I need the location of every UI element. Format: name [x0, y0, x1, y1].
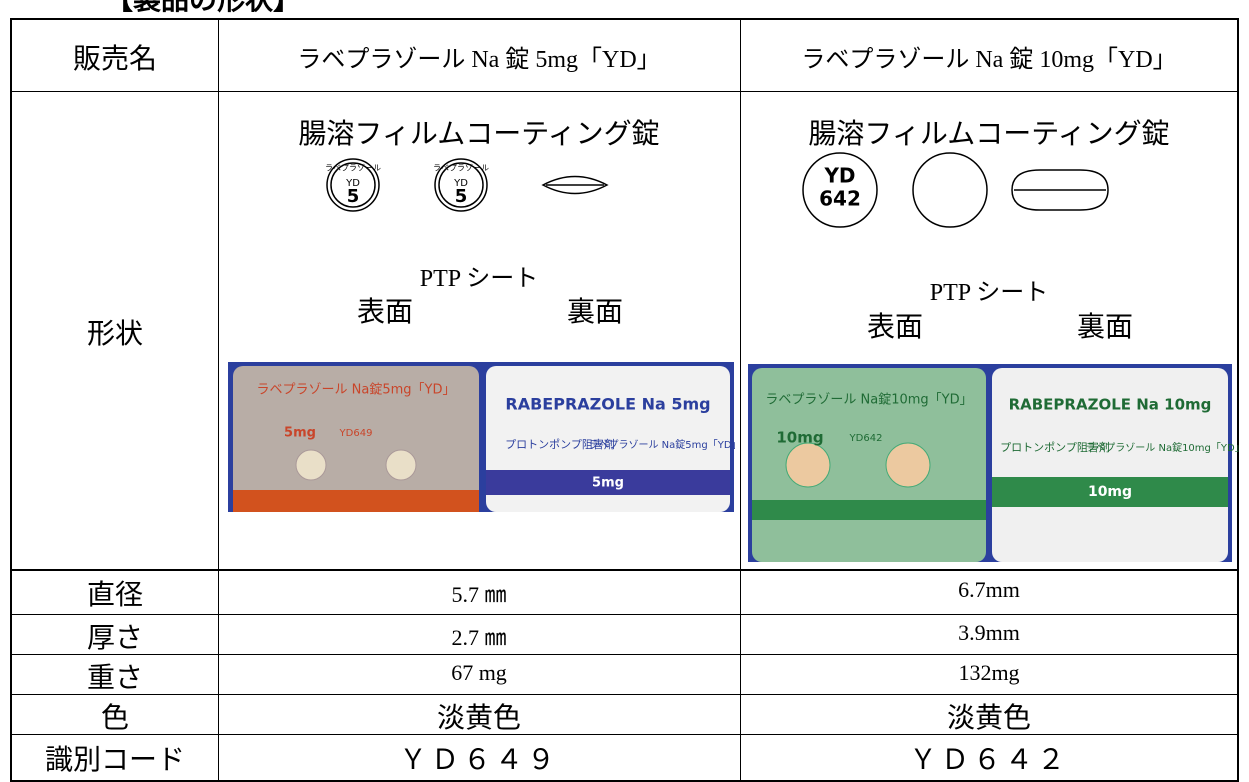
- ptp-pill: [295, 449, 327, 481]
- rule: [10, 91, 1239, 92]
- ptp-front: [233, 366, 479, 512]
- ptp-text: ラベプラゾール Na錠5mg「YD」: [588, 439, 741, 451]
- cell: 6.7mm: [958, 577, 1020, 602]
- ptp-text: プロトンポンプ阻害剤: [505, 438, 615, 451]
- rule: [10, 694, 1239, 695]
- ptp-title: PTP シート: [419, 266, 539, 292]
- coating: 腸溶フィルムコーティング錠: [808, 119, 1170, 150]
- ptp-text: YD649: [339, 428, 373, 439]
- ptp-text: 10mg: [1088, 484, 1132, 500]
- ptp-text: 5mg: [592, 476, 624, 491]
- ptp-text: YD642: [849, 433, 883, 444]
- imprint: ラベプラゾール: [325, 164, 381, 173]
- rule: [1237, 18, 1239, 782]
- front-label: 表面: [866, 312, 924, 343]
- ptp-band: [233, 490, 479, 512]
- rule: [10, 614, 1239, 615]
- row-label: 色: [100, 703, 130, 734]
- heading: 【製品の形状】: [105, 0, 302, 16]
- imprint: YD: [453, 178, 468, 189]
- rule: [740, 18, 741, 782]
- ptp-pill: [885, 442, 931, 488]
- imprint: 642: [819, 187, 861, 211]
- row-label: 重さ: [86, 663, 144, 694]
- cell: 67 mg: [451, 660, 507, 685]
- imprint: ラベプラゾール: [433, 164, 489, 173]
- cell: 淡黄色: [946, 703, 1032, 734]
- ptp-pill: [785, 442, 831, 488]
- row-label: 直径: [86, 580, 144, 611]
- imprint: 5: [347, 186, 360, 207]
- ptp-text: ラベプラゾール Na錠5mg「YD」: [257, 383, 456, 398]
- imprint: YD: [823, 164, 855, 188]
- row-label: 厚さ: [86, 623, 144, 654]
- back-label: 裏面: [1076, 312, 1134, 343]
- ptp-band: [752, 500, 986, 520]
- row-label: 形状: [86, 319, 144, 350]
- ptp-text: 10mg: [776, 429, 823, 447]
- rule: [10, 18, 12, 782]
- header-cell: ラベプラゾール Na 錠 5mg「YD」: [297, 47, 661, 73]
- cell: 132mg: [958, 660, 1020, 685]
- ptp-text: RABEPRAZOLE Na 5mg: [505, 395, 710, 414]
- header-cell: 販売名: [72, 44, 158, 75]
- ptp-back: [992, 368, 1228, 562]
- cell: 2.7 ㎜: [451, 625, 507, 650]
- front-label: 表面: [356, 297, 414, 328]
- ptp-title: PTP シート: [929, 280, 1049, 306]
- rule: [10, 780, 1239, 782]
- ptp-pill: [385, 449, 417, 481]
- rule: [10, 569, 1239, 571]
- ptp-text: RABEPRAZOLE Na 10mg: [1009, 396, 1212, 414]
- cell: ＹＤ６４２: [908, 745, 1070, 776]
- ptp-text: ラベプラゾール Na錠10mg「YD」: [765, 393, 972, 408]
- rule: [10, 654, 1239, 655]
- imprint: YD: [345, 178, 360, 189]
- cell: 5.7 ㎜: [451, 582, 507, 607]
- back-label: 裏面: [566, 297, 624, 328]
- row-label: 識別コード: [44, 745, 186, 776]
- ptp-band: [992, 477, 1228, 507]
- ptp-text: プロトンポンプ阻害剤: [1000, 441, 1110, 454]
- ptp-text: ラベプラゾール Na錠10mg「YD」: [1085, 442, 1244, 454]
- tablet-5mg: [326, 158, 609, 212]
- cell: 淡黄色: [436, 703, 522, 734]
- imprint: 5: [455, 186, 468, 207]
- header-cell: ラベプラゾール Na 錠 10mg「YD」: [801, 47, 1177, 73]
- rule: [10, 18, 1239, 20]
- tablet-10mg: [802, 152, 1109, 228]
- cell: 3.9mm: [958, 620, 1020, 645]
- cell: ＹＤ６４９: [398, 745, 560, 776]
- ptp-text: 5mg: [284, 426, 316, 441]
- ptp-band: [486, 470, 730, 495]
- rule: [10, 734, 1239, 735]
- coating: 腸溶フィルムコーティング錠: [298, 119, 660, 150]
- rule: [218, 18, 219, 782]
